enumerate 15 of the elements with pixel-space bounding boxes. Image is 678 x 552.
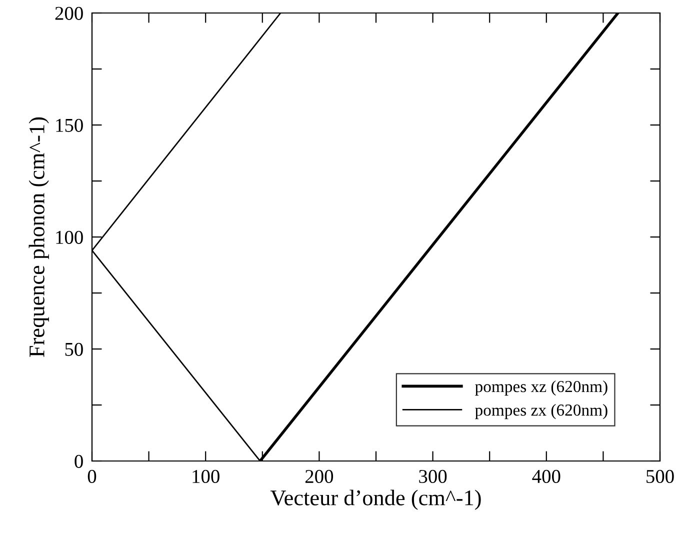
x-tick-label: 0: [88, 470, 96, 484]
legend-label: pompes zx (620nm): [475, 404, 608, 420]
y-tick-label: 200: [55, 6, 83, 20]
y-tick-label: 150: [56, 118, 83, 132]
y-tick-label: 100: [56, 230, 83, 244]
x-tick-label: 100: [192, 470, 220, 484]
x-tick-label: 500: [646, 470, 674, 484]
legend-label: pompes xz (620nm): [475, 380, 608, 396]
y-tick-label: 50: [65, 342, 83, 356]
x-tick-label: 400: [532, 470, 560, 484]
y-tick-label: 0: [74, 454, 83, 468]
y-axis-title: Frequence phonon (cm^-1): [28, 117, 49, 357]
x-tick-label: 300: [419, 470, 447, 484]
x-tick-label: 200: [305, 470, 334, 484]
x-axis-title: Vecteur d’onde (cm^-1): [270, 490, 481, 510]
